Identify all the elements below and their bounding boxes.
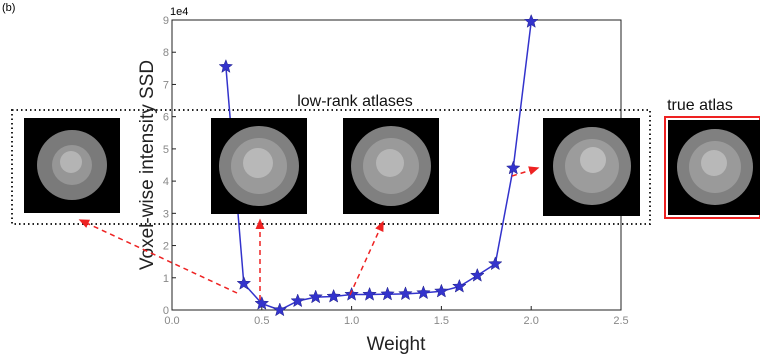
y-tick-label: 4 — [163, 176, 169, 188]
y-tick-label: 6 — [163, 112, 169, 124]
x-tick-label: 0.0 — [164, 315, 179, 327]
data-point-star — [487, 256, 503, 271]
arrow-to-thumbnail-4 — [511, 166, 540, 177]
x-tick-label: 2.0 — [524, 315, 539, 327]
data-point-star — [523, 13, 539, 28]
y-axis-ticks: 0 1 2 3 4 5 6 7 8 9 — [163, 15, 176, 317]
data-point-star — [254, 295, 270, 310]
data-point-star — [326, 288, 341, 303]
true-atlas-label: true atlas — [667, 97, 733, 114]
arrow-to-thumbnail-1 — [78, 219, 238, 294]
series-layer — [218, 13, 539, 317]
y-tick-label: 1 — [163, 273, 169, 285]
atlas-thumbnail-2 — [211, 118, 307, 214]
x-tick-label: 1.5 — [434, 315, 449, 327]
annotation-arrows — [78, 166, 540, 300]
data-point-star — [344, 286, 359, 301]
x-tick-label: 2.5 — [613, 315, 628, 327]
atlas-thumbnail-4 — [543, 118, 640, 216]
y-tick-label: 9 — [163, 15, 169, 27]
y-axis-label: Voxel-wise intensity SSD — [137, 60, 158, 270]
data-point-star — [290, 293, 306, 308]
arrow-to-thumbnail-3 — [349, 220, 384, 296]
panel-label: (b) — [2, 2, 15, 14]
low-rank-atlases-label: low-rank atlases — [297, 93, 413, 110]
y-tick-label: 7 — [163, 79, 169, 91]
low-rank-atlases-box — [11, 109, 651, 225]
data-point-star — [308, 289, 323, 304]
true-atlas-thumbnail — [664, 116, 760, 219]
atlas-thumbnail-3 — [343, 118, 439, 214]
data-point-star — [272, 302, 288, 317]
y-tick-label: 5 — [163, 144, 169, 156]
data-point-star — [380, 286, 395, 301]
data-point-star — [470, 267, 485, 282]
data-point-star — [362, 286, 377, 301]
data-point-star — [452, 278, 467, 293]
x-tick-label: 1.0 — [344, 315, 359, 327]
y-tick-label: 3 — [163, 208, 169, 220]
y-tick-label: 8 — [163, 47, 169, 59]
x-tick-label: 0.5 — [254, 315, 269, 327]
data-point-star — [505, 160, 521, 175]
data-point-star — [398, 286, 413, 301]
data-point-star — [218, 58, 234, 73]
x-axis-ticks: 0.0 0.5 1.0 1.5 2.0 2.5 — [164, 306, 629, 327]
y-tick-label: 2 — [163, 241, 169, 253]
y-exponent-label: 1e4 — [170, 6, 188, 18]
data-point-star — [434, 283, 449, 298]
x-axis-label: Weight — [367, 334, 427, 355]
data-point-star — [236, 275, 252, 290]
y-tick-label: 0 — [163, 305, 169, 317]
data-point-star — [416, 285, 431, 300]
atlas-thumbnail-1 — [24, 118, 120, 213]
